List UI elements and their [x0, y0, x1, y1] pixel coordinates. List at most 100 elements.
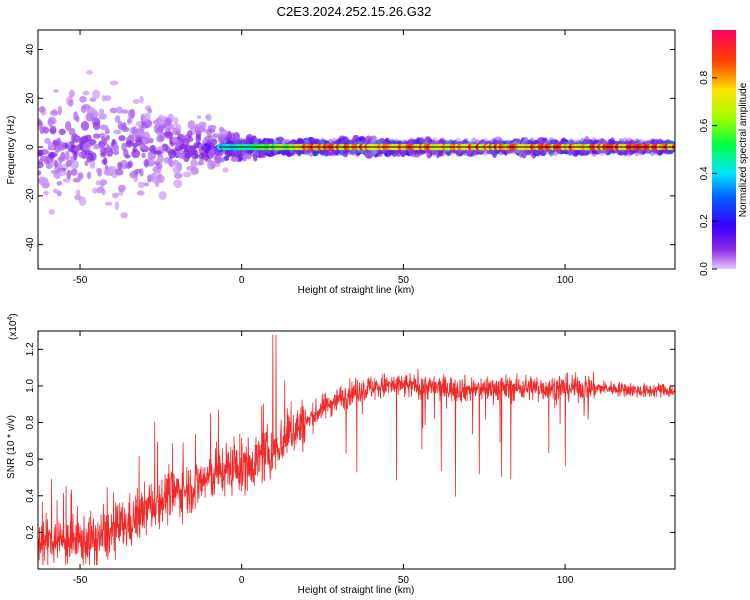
heatmap-cell	[591, 148, 597, 155]
heatmap-cell	[133, 174, 138, 183]
snr-y-label: SNR (10 * v/v)	[6, 415, 17, 479]
heatmap-cell	[65, 159, 72, 168]
heatmap-cell	[145, 120, 153, 126]
heatmap-cell	[147, 108, 152, 114]
heatmap-cell	[198, 121, 207, 130]
spectrogram-x-tick-label: -50	[73, 275, 88, 286]
spectrogram-x-label: Height of straight line (km)	[298, 285, 415, 296]
spectrogram-frame	[37, 29, 676, 270]
snr-x-tick-label: 50	[398, 575, 410, 586]
heatmap-cell	[53, 88, 59, 94]
colorbar-label: Normalized spectral amplitude	[738, 82, 749, 217]
heatmap-cell	[204, 135, 214, 141]
heatmap-cell	[57, 105, 63, 116]
heatmap-cell	[73, 147, 81, 152]
heatmap-cell	[136, 126, 145, 137]
heatmap-cell	[175, 130, 181, 136]
heatmap-cell	[38, 106, 45, 114]
svg-text:(x104): (x104)	[7, 313, 19, 340]
heatmap-cell	[190, 158, 198, 169]
heatmap-cell	[187, 129, 193, 139]
snr-panel: -50 0 50 100 0.2 0.4 0.6 0.8 1.0 1.2 Height of s…	[6, 313, 676, 596]
heatmap-cell	[112, 143, 120, 153]
heatmap-cell	[114, 201, 119, 211]
heatmap-cell	[194, 123, 200, 132]
heatmap-cell	[219, 128, 229, 138]
heatmap-cell	[62, 178, 71, 183]
heatmap-cell	[104, 95, 112, 102]
heatmap-cell	[131, 126, 138, 136]
heatmap-cell	[121, 126, 130, 133]
heatmap-cell	[57, 162, 63, 172]
snr-y-scale: (x104)	[7, 313, 19, 340]
heatmap-cell	[142, 117, 148, 122]
heatmap-cell	[117, 161, 123, 170]
colorbar-tick-label: 0.0	[699, 262, 710, 276]
heatmap-cell	[43, 190, 49, 196]
heatmap-cell	[66, 169, 72, 180]
heatmap-cell	[197, 161, 203, 166]
heatmap-cell	[118, 135, 126, 142]
heatmap-cell	[38, 170, 42, 176]
heatmap-cell	[157, 114, 165, 124]
snr-x-tick-label: -50	[73, 575, 88, 586]
heatmap-cell	[82, 90, 90, 96]
spectrogram-y-tick-label: 0	[25, 144, 36, 150]
heatmap-cell	[174, 145, 184, 151]
heatmap-cell	[168, 149, 177, 159]
heatmap-cell	[98, 108, 105, 115]
heatmap-cell	[109, 80, 119, 86]
colorbar-tick-label: 0.2	[699, 214, 710, 228]
spectrogram-y-tick-label: 40	[25, 44, 36, 56]
snr-y-tick-label: 0.4	[25, 488, 36, 502]
heatmap-cell	[152, 120, 158, 125]
spectrogram-x-tick-label: 0	[239, 275, 245, 286]
heatmap-cell	[68, 127, 76, 136]
heatmap-cell	[173, 172, 183, 179]
snr-frame	[37, 330, 676, 570]
heatmap-cell	[195, 133, 201, 144]
heatmap-cell	[53, 159, 59, 168]
heatmap-cell	[200, 145, 209, 151]
heatmap-cell	[385, 139, 391, 146]
heatmap-cell	[42, 126, 50, 134]
heatmap-cell	[95, 180, 102, 186]
heatmap-cell	[163, 131, 173, 137]
colorbar: 0.0 0.2 0.4 0.6 0.8 Normalized spectral ampl…	[699, 30, 749, 276]
heatmap-cell	[158, 191, 167, 200]
heatmap-cell	[352, 134, 360, 143]
heatmap-cell	[70, 168, 78, 176]
heatmap-cell	[38, 149, 44, 157]
heatmap-cell	[96, 167, 102, 174]
spectrogram-y-ticks: -40 -20 0 20 40	[25, 44, 675, 252]
heatmap-cell	[57, 156, 66, 162]
heatmap-cell	[173, 179, 183, 189]
heatmap-cell	[172, 165, 181, 175]
heatmap-cell	[86, 152, 94, 163]
heatmap-cell	[85, 142, 94, 147]
heatmap-cell	[67, 99, 74, 107]
heatmap-cell	[153, 123, 160, 134]
heatmap-cell	[44, 137, 51, 145]
heatmap-cell	[131, 142, 141, 147]
snr-y-tick-label: 1.2	[25, 342, 36, 356]
heatmap-cell	[77, 172, 84, 180]
heatmap-cell	[47, 117, 54, 127]
heatmap-cell	[93, 143, 100, 150]
heatmap-cell	[246, 152, 252, 160]
heatmap-cell	[39, 155, 48, 162]
snr-x-label: Height of straight line (km)	[298, 585, 415, 596]
heatmap-cell	[92, 122, 101, 131]
heatmap-cell	[171, 136, 178, 143]
heatmap-cell	[157, 153, 164, 164]
heatmap-cell	[120, 212, 129, 219]
heatmap-cell	[266, 138, 275, 146]
heatmap-cell	[101, 188, 106, 196]
heatmap-cell	[117, 184, 126, 193]
heatmap-cell	[324, 151, 329, 157]
heatmap-cell	[233, 131, 240, 141]
heatmap-cell	[101, 158, 108, 165]
heatmap-cell	[93, 111, 100, 117]
heatmap-cell	[366, 138, 372, 145]
heatmap-cell	[92, 133, 101, 139]
